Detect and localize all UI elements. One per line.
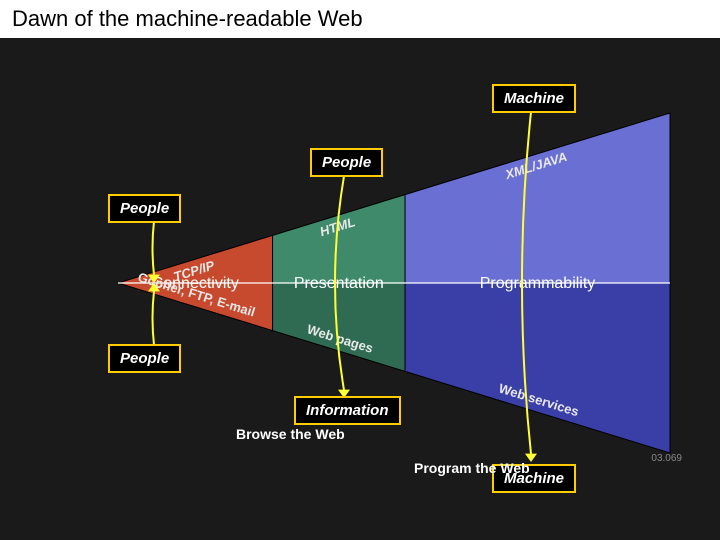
browse-web-label: Browse the Web [236,426,345,442]
people-top-left-box: People [108,194,181,223]
corner-note: 03.069 [651,453,682,464]
diagram-stage: TCP/IPConnectivityGopher, FTP, E-mailHTM… [0,38,720,538]
wedge-mid-text: Programmability [480,275,596,292]
triangle-diagram: TCP/IPConnectivityGopher, FTP, E-mailHTM… [0,38,720,538]
wedge-mid-text: Presentation [294,275,384,292]
machine-top-box: Machine [492,84,576,113]
people-bot-left [153,291,155,345]
people-top-left [153,221,155,275]
program-web-label: Program the Web [414,460,530,476]
people-top-mid-box: People [310,148,383,177]
people-bot-left-box: People [108,344,181,373]
info-bot-mid-box: Information [294,396,401,425]
wedge-bot [405,283,670,453]
wedge-top [405,113,670,283]
page-title: Dawn of the machine-readable Web [0,0,720,38]
